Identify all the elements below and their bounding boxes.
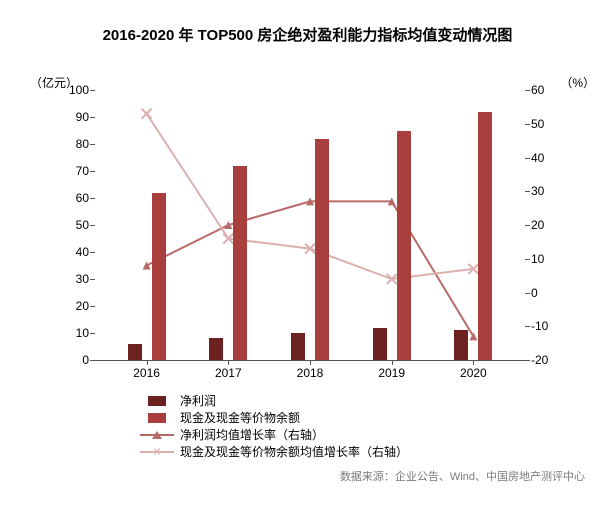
triangle-icon	[152, 431, 162, 439]
right-axis-unit: （%）	[560, 74, 595, 91]
bar	[397, 131, 411, 361]
chart-container: 2016-2020 年 TOP500 房企绝对盈利能力指标均值变动情况图 （亿元…	[0, 0, 615, 506]
bar	[233, 166, 247, 360]
tickmark-left	[90, 252, 95, 253]
legend-label: 现金及现金等价物余额	[180, 409, 300, 426]
x-icon: ×	[153, 447, 161, 457]
x-tick	[310, 360, 311, 365]
x-tick	[473, 360, 474, 365]
triangle-marker	[143, 262, 151, 270]
tickmark-left	[90, 360, 95, 361]
bar	[315, 139, 329, 360]
legend-item: 现金及现金等价物余额	[140, 409, 408, 426]
tickmark-left	[90, 117, 95, 118]
tickmark-left	[90, 279, 95, 280]
legend-label: 净利润均值增长率（右轴）	[180, 426, 324, 443]
tickmark-left	[90, 306, 95, 307]
tickmark-left	[90, 90, 95, 91]
series-line	[147, 201, 474, 336]
bar	[478, 112, 492, 360]
legend-item: 净利润	[140, 392, 408, 409]
legend-item: 净利润均值增长率（右轴）	[140, 426, 408, 443]
bar	[291, 333, 305, 360]
tickmark-left	[90, 333, 95, 334]
tickmark-left	[90, 198, 95, 199]
plot-area: 0102030405060708090100-20-10010203040506…	[95, 90, 525, 361]
tickmark-right	[525, 225, 530, 226]
tickmark-right	[525, 326, 530, 327]
bar	[209, 338, 223, 360]
legend-bar-icon	[148, 413, 166, 423]
legend: 净利润现金及现金等价物余额净利润均值增长率（右轴） × 现金及现金等价物余额均值增长…	[140, 392, 408, 460]
bar	[128, 344, 142, 360]
data-source: 数据来源：企业公告、Wind、中国房地产测评中心	[340, 468, 585, 484]
tickmark-right	[525, 259, 530, 260]
x-tick	[147, 360, 148, 365]
tickmark-right	[525, 360, 530, 361]
legend-bar-icon	[148, 396, 166, 406]
legend-label: 现金及现金等价物余额均值增长率（右轴）	[180, 443, 408, 460]
x-tick	[228, 360, 229, 365]
bar	[152, 193, 166, 360]
tickmark-right	[525, 90, 530, 91]
legend-item: × 现金及现金等价物余额均值增长率（右轴）	[140, 443, 408, 460]
x-tick	[392, 360, 393, 365]
legend-swatch: ×	[140, 447, 174, 457]
bar	[454, 330, 468, 360]
tickmark-right	[525, 293, 530, 294]
chart-title: 2016-2020 年 TOP500 房企绝对盈利能力指标均值变动情况图	[0, 24, 615, 45]
tickmark-right	[525, 191, 530, 192]
bar	[373, 328, 387, 360]
legend-swatch	[140, 430, 174, 440]
tickmark-left	[90, 171, 95, 172]
legend-swatch	[140, 413, 174, 423]
tickmark-left	[90, 144, 95, 145]
legend-swatch	[140, 396, 174, 406]
x-marker	[142, 109, 152, 119]
tickmark-right	[525, 158, 530, 159]
legend-label: 净利润	[180, 392, 216, 409]
tickmark-left	[90, 225, 95, 226]
tickmark-right	[525, 124, 530, 125]
